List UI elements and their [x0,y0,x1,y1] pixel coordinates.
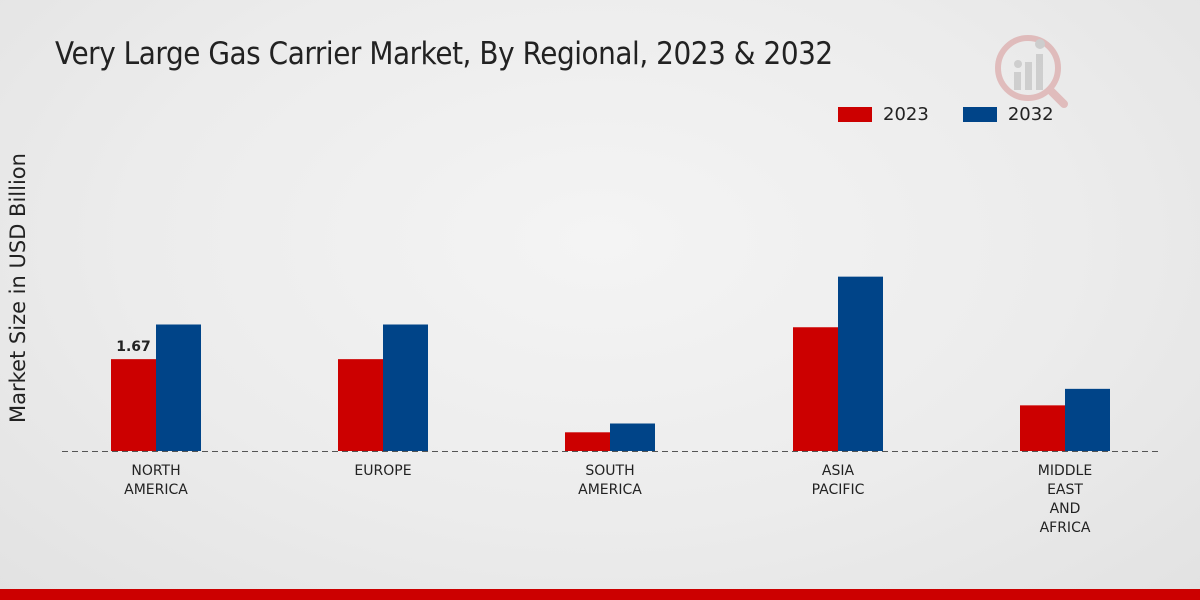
x-tick-label-line: AMERICA [124,482,188,498]
bar-2032-1 [383,324,428,451]
legend-item-2032: 2032 [962,104,1054,125]
x-tick-label-2: SOUTH AMERICA [578,463,642,498]
legend-item-2023: 2023 [838,104,929,125]
x-tick-label-4: MIDDLE EAST AND AFRICA [1038,463,1092,536]
legend-label-2023: 2023 [883,104,929,125]
logo-icon [995,35,1068,108]
x-tick-label-0: NORTH AMERICA [124,463,188,498]
bar-2023-1 [338,359,383,451]
bar-2032-0 [156,324,201,451]
bar-2023-0 [111,359,156,451]
legend-label-2032: 2032 [1007,104,1054,125]
legend-swatch-2032 [962,107,997,122]
bar-2023-2 [565,432,610,451]
x-tick-label-line: NORTH [131,463,180,479]
x-tick-label-line: EUROPE [354,463,411,479]
bar-2032-3 [838,276,883,451]
legend-swatch-2023 [838,107,872,122]
x-tick-label-line: AFRICA [1040,520,1091,536]
bar-2032-4 [1065,388,1110,451]
x-tick-label-line: ASIA [822,463,855,479]
x-tick-label-line: AMERICA [578,482,642,498]
x-tick-label-line: EAST [1047,482,1083,498]
x-tick-label-line: AND [1050,501,1081,517]
x-tick-label-line: SOUTH [585,463,634,479]
legend: 2023 2032 [838,104,1088,125]
chart-title: Very Large Gas Carrier Market, By Region… [55,36,833,72]
bar-2023-3 [793,327,838,451]
bar-2032-2 [610,423,655,451]
x-tick-label-1: EUROPE [354,463,411,479]
x-tick-label-line: PACIFIC [812,482,865,498]
bar-2023-4 [1020,405,1065,451]
data-label-2023-0: 1.67 [116,339,151,355]
x-tick-label-line: MIDDLE [1038,463,1092,479]
bottom-accent-bar [0,589,1200,600]
x-tick-label-3: ASIA PACIFIC [812,463,865,498]
